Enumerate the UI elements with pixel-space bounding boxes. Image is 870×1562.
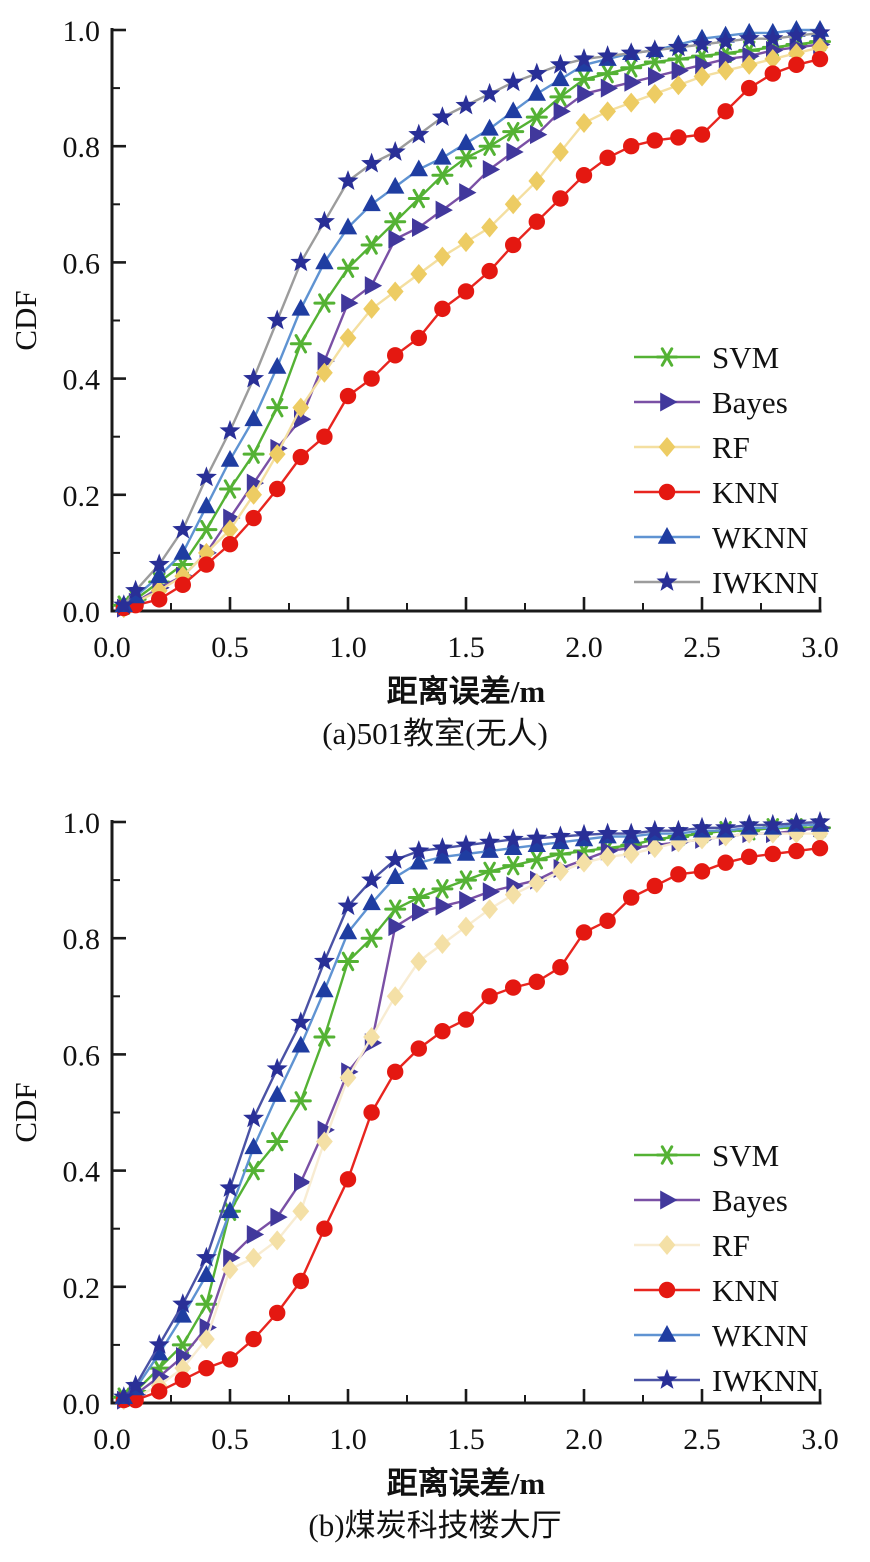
series-RF	[115, 37, 829, 619]
legend-item-IWKNN: IWKNN	[634, 565, 819, 600]
cdf-chart-b: 0.0 0.5 1.0 1.5 2.0 2.5 3.0 0.0 0.2 0.4 0.6 0.8 1.0 距…	[8, 807, 839, 1501]
series-KNN-markers	[115, 839, 829, 1409]
y-tick-label: 0.8	[63, 131, 101, 164]
legend-label: WKNN	[712, 1318, 808, 1353]
x-tick-label: 0.0	[93, 1423, 131, 1456]
series-Bayes-line	[123, 826, 821, 1402]
axes	[110, 820, 822, 1405]
x-tick-label: 0.5	[211, 1423, 249, 1456]
series-IWKNN-markers	[113, 811, 831, 1407]
chart-a-caption: (a)501教室(无人)	[322, 716, 548, 751]
legend-label: RF	[712, 430, 750, 465]
legend-item-KNN: KNN	[634, 475, 779, 510]
y-tick-label: 0.6	[63, 247, 101, 280]
series-KNN	[115, 839, 829, 1409]
x-tick-label: 2.0	[565, 631, 603, 664]
legend-item-RF: RF	[634, 1228, 750, 1263]
series-IWKNN-markers	[113, 21, 831, 615]
y-tick-label: 0.6	[63, 1039, 101, 1072]
ticks	[110, 28, 822, 613]
y-tick-label: 0.0	[63, 1388, 101, 1421]
series-KNN-markers	[115, 50, 829, 617]
tick-labels: 0.0 0.5 1.0 1.5 2.0 2.5 3.0 0.0 0.2 0.4 0.6 0.8 1.0	[63, 15, 839, 664]
y-axis-label: CDF	[8, 1082, 43, 1142]
y-tick-label: 0.2	[63, 1272, 101, 1305]
series-IWKNN	[113, 811, 831, 1407]
chart-b-caption: (b)煤炭科技楼大厅	[308, 1508, 562, 1543]
x-tick-label: 2.5	[683, 1423, 721, 1456]
legend-item-KNN: KNN	[634, 1273, 779, 1308]
ticks	[110, 820, 822, 1405]
series-RF-line	[123, 832, 820, 1402]
legend-item-Bayes: Bayes	[634, 1183, 788, 1218]
y-tick-label: 0.4	[63, 364, 101, 397]
x-tick-label: 3.0	[801, 631, 839, 664]
legend-item-RF: RF	[634, 430, 750, 465]
x-tick-label: 1.0	[329, 631, 367, 664]
x-tick-label: 0.0	[93, 631, 131, 664]
legend-item-WKNN: WKNN	[634, 1318, 808, 1353]
y-tick-label: 1.0	[63, 15, 101, 48]
x-tick-label: 1.5	[447, 1423, 485, 1456]
legend-label: Bayes	[712, 1183, 788, 1218]
legend-item-WKNN: WKNN	[634, 520, 808, 555]
legend: SVM Bayes RF KNN WKNN IWKNN	[634, 340, 819, 600]
x-tick-label: 1.0	[329, 1423, 367, 1456]
legend-item-IWKNN: IWKNN	[634, 1363, 819, 1398]
x-tick-label: 1.5	[447, 631, 485, 664]
series-WKNN-markers	[114, 814, 830, 1404]
series-IWKNN-line	[122, 820, 821, 1399]
x-tick-label: 0.5	[211, 631, 249, 664]
series-SVM-line	[123, 826, 820, 1399]
y-tick-label: 0.8	[63, 923, 101, 956]
legend-item-SVM: SVM	[634, 340, 779, 375]
legend-label: KNN	[712, 475, 779, 510]
legend-label: IWKNN	[712, 1363, 819, 1398]
legend-label: KNN	[712, 1273, 779, 1308]
tick-labels: 0.0 0.5 1.0 1.5 2.0 2.5 3.0 0.0 0.2 0.4 0.6 0.8 1.0	[63, 807, 839, 1456]
x-tick-label: 2.0	[565, 1423, 603, 1456]
y-axis-label: CDF	[8, 290, 43, 350]
legend-item-Bayes: Bayes	[634, 385, 788, 420]
legend: SVM Bayes RF KNN WKNN IWKNN	[634, 1138, 819, 1398]
legend-label: WKNN	[712, 520, 808, 555]
y-tick-label: 0.2	[63, 480, 101, 513]
series-KNN	[115, 50, 829, 617]
legend-label: SVM	[712, 1138, 779, 1173]
legend-label: IWKNN	[712, 565, 819, 600]
y-tick-label: 0.4	[63, 1156, 101, 1189]
legend-label: Bayes	[712, 385, 788, 420]
legend-label: RF	[712, 1228, 750, 1263]
series-WKNN	[114, 814, 830, 1404]
x-tick-label: 2.5	[683, 631, 721, 664]
y-tick-label: 0.0	[63, 596, 101, 629]
x-tick-label: 3.0	[801, 1423, 839, 1456]
x-axis-label: 距离误差/m	[387, 1466, 546, 1501]
series-IWKNN	[113, 21, 831, 615]
series-WKNN-line	[123, 823, 820, 1399]
y-tick-label: 1.0	[63, 807, 101, 840]
legend-label: SVM	[712, 340, 779, 375]
legend-item-SVM: SVM	[634, 1138, 779, 1173]
x-axis-label: 距离误差/m	[387, 674, 546, 709]
cdf-chart-a: 0.0 0.5 1.0 1.5 2.0 2.5 3.0 0.0 0.2 0.4 0.6 0.8 1.0 距…	[8, 15, 839, 709]
